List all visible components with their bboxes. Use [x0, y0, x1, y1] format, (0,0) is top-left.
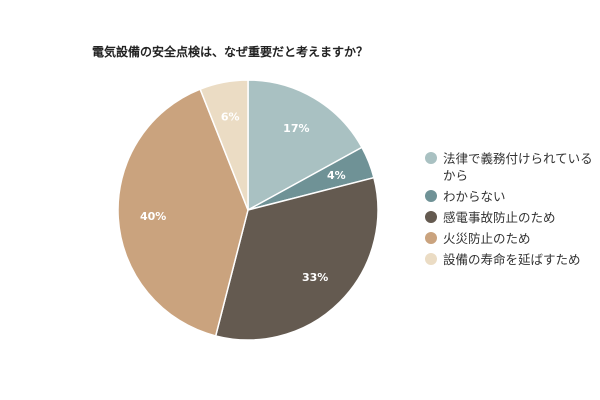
legend-item: 火災防止のため [425, 230, 600, 247]
chart-title: 電気設備の安全点検は、なぜ重要だと考えますか？ [92, 45, 369, 59]
pie-data-label-0: 17% [283, 122, 309, 135]
pie-data-label-3: 40% [140, 210, 166, 223]
pie-slice-3 [117, 88, 249, 337]
legend-item: わからない [425, 188, 600, 205]
legend-label: わからない [443, 189, 506, 204]
chart-legend: 法律で義務付けられているからわからない感電事故防止のため 火災防止のため設備の寿命… [425, 150, 600, 272]
legend-label: 法律で義務付けられているから [443, 151, 593, 183]
pie-slice-0 [247, 79, 363, 212]
legend-swatch [425, 190, 437, 202]
legend-label: 設備の寿命を延ばすため [443, 252, 581, 267]
pie-slice-2 [214, 176, 379, 341]
pie-data-label-1: 4% [327, 169, 346, 182]
legend-item: 法律で義務付けられているから [425, 150, 600, 184]
legend-label: 感電事故防止のため [443, 210, 556, 225]
pie-data-label-2: 33% [302, 271, 328, 284]
legend-item: 設備の寿命を延ばすため [425, 251, 600, 268]
pie-slice-4 [199, 79, 249, 211]
pie-data-label-4: 6% [221, 111, 240, 124]
legend-swatch [425, 253, 437, 265]
legend-item: 感電事故防止のため [425, 209, 600, 226]
legend-label: 火災防止のため [443, 231, 531, 246]
legend-swatch [425, 211, 437, 223]
legend-swatch [425, 152, 437, 164]
legend-swatch [425, 232, 437, 244]
